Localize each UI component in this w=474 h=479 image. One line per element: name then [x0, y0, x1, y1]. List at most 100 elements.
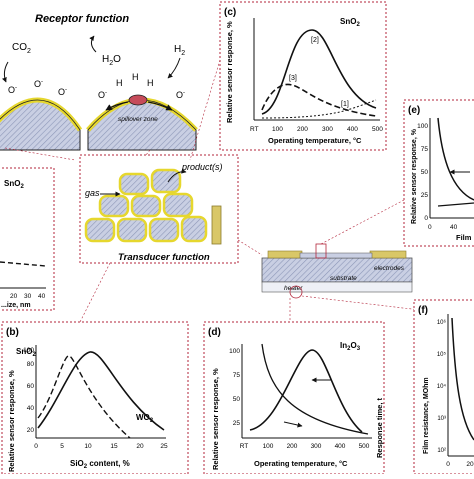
svg-text:10⁴: 10⁴: [437, 383, 447, 390]
panel-c-xlabel: Operating temperature, °C: [268, 136, 362, 145]
substrate-label: substrate: [330, 275, 357, 282]
panel-c-xticks: RT 100 200 300 400 500: [250, 126, 383, 133]
panel-b-curve-wo3: [37, 351, 165, 431]
panel-d-material: In2O3: [340, 341, 361, 352]
panel-left-xlabel: ...ize, nm: [1, 302, 31, 309]
panel-d-ylabel2: Response time, t: [375, 397, 384, 458]
connector-transducer-b: [79, 262, 111, 323]
svg-text:40: 40: [27, 405, 35, 412]
spillover-label: spillover zone: [118, 116, 158, 123]
panel-c-material: SnO2: [340, 17, 360, 28]
svg-text:20: 20: [136, 443, 144, 450]
svg-text:50: 50: [421, 169, 429, 176]
svg-text:25: 25: [160, 443, 168, 450]
panel-b: (b) SnO2 WO3 Relative sensor response, %…: [1, 321, 189, 475]
svg-text:10³: 10³: [437, 416, 446, 422]
svg-text:500: 500: [359, 443, 370, 450]
panel-d-arrow-left: [283, 421, 303, 428]
panel-b-curve-sno2: [37, 355, 131, 439]
panel-c-ylabel: Relative sensor response, %: [225, 21, 234, 123]
panel-d-letter: (d): [208, 327, 221, 338]
svg-text:10⁵: 10⁵: [437, 351, 447, 358]
svg-text:5: 5: [60, 443, 64, 450]
svg-text:0: 0: [424, 215, 428, 222]
svg-text:RT: RT: [240, 443, 249, 450]
svg-text:300: 300: [311, 443, 322, 450]
svg-text:75: 75: [233, 372, 241, 379]
panel-e-xlabel: Film: [456, 233, 472, 242]
svg-text:200: 200: [287, 443, 298, 450]
panel-d: (d) In2O3 Relative sensor response, % Re…: [203, 321, 385, 475]
svg-text:20: 20: [27, 427, 35, 434]
panel-e-curve-flat: [437, 202, 474, 207]
svg-text:100: 100: [229, 348, 240, 355]
svg-text:100: 100: [23, 347, 34, 354]
h2o-label: H2O: [102, 54, 121, 67]
h2-arrow: [167, 57, 181, 79]
panel-b-xlabel: SiO2 content, %: [70, 459, 130, 470]
panel-c-curve-3: [261, 83, 377, 117]
panel-d-ylabel: Relative sensor response, %: [211, 368, 220, 470]
svg-text:60: 60: [27, 383, 35, 390]
sensor-device: electrodes substrate heater: [79, 59, 421, 323]
o-minus-5: O-: [176, 90, 185, 100]
receptor-grain-right: [86, 94, 198, 151]
panel-f-xticks: 0 20: [446, 461, 474, 468]
electrode-bar: [211, 205, 222, 245]
svg-text:400: 400: [347, 126, 358, 133]
svg-text:75: 75: [421, 146, 429, 153]
panel-c-letter: (c): [224, 7, 236, 18]
heater-layer: [261, 281, 413, 293]
h2o-arrow: [89, 35, 97, 53]
panel-f: (f) Film resistance, MOhm 10² 10³ 10⁴ 10…: [413, 299, 474, 475]
gas-label: gas: [85, 188, 100, 198]
connector-device-e: [320, 199, 405, 245]
product-label: product(s): [181, 162, 223, 172]
svg-text:500: 500: [372, 126, 383, 133]
heater-label: heater: [284, 285, 303, 292]
catalyst-particle: [128, 94, 148, 106]
svg-text:0: 0: [446, 461, 450, 468]
panel-left-xticks: 20 30 40: [10, 293, 46, 300]
device-highlight-circle: [289, 285, 303, 299]
svg-text:30: 30: [24, 293, 32, 300]
panel-d-curve-time: [261, 343, 369, 435]
svg-text:100: 100: [263, 443, 274, 450]
svg-text:RT: RT: [250, 126, 259, 133]
svg-text:100: 100: [417, 123, 428, 130]
panel-e: (e) Relative sensor response, % 0 25 50 …: [403, 99, 474, 247]
panel-e-yticks: 0 25 50 75 100: [417, 123, 428, 222]
panel-left-material: SnO2: [4, 179, 24, 190]
svg-text:10: 10: [84, 443, 92, 450]
panel-b-material: SnO2: [16, 347, 36, 358]
panel-d-xlabel: Operating temperature, °C: [254, 459, 348, 468]
panel-e-curve-decay: [437, 117, 474, 201]
transducer-section: gas product(s) Transducer function: [79, 154, 239, 264]
svg-text:15: 15: [110, 443, 118, 450]
connector-c-transducer: [189, 59, 221, 161]
svg-text:10⁶: 10⁶: [437, 319, 447, 326]
svg-text:80: 80: [27, 361, 35, 368]
panel-c-curve-2: [261, 29, 377, 115]
panel-d-xticks: RT 100 200 300 400 500: [240, 443, 370, 450]
spillover-arrow-left: [105, 101, 129, 111]
svg-text:40: 40: [450, 224, 458, 231]
o-minus-1: O-: [8, 85, 17, 95]
h2-label: H2: [174, 44, 185, 57]
connector-transducer-device: [237, 239, 263, 256]
h-atom-2: H: [132, 72, 139, 82]
svg-text:25: 25: [421, 192, 429, 199]
product-arrow: [167, 168, 187, 183]
panel-b-letter: (b): [6, 327, 19, 338]
svg-text:0: 0: [34, 443, 38, 450]
h-atom-3: H: [147, 78, 154, 88]
panel-e-xticks: 0 40: [428, 224, 458, 231]
sensing-film: [299, 252, 373, 259]
panel-c-curve-label-1: [1]: [341, 101, 349, 108]
electrode-pad-right: [369, 250, 407, 259]
panel-b-yticks: 20 40 60 80 100: [23, 347, 34, 434]
panel-d-curve-response: [249, 349, 363, 433]
o-minus-2: O-: [34, 79, 43, 89]
panel-b-ylabel: Relative sensor response, %: [7, 370, 16, 472]
